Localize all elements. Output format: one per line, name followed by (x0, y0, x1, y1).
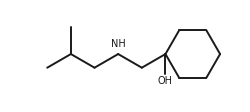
Text: NH: NH (111, 39, 126, 49)
Text: OH: OH (158, 75, 173, 85)
